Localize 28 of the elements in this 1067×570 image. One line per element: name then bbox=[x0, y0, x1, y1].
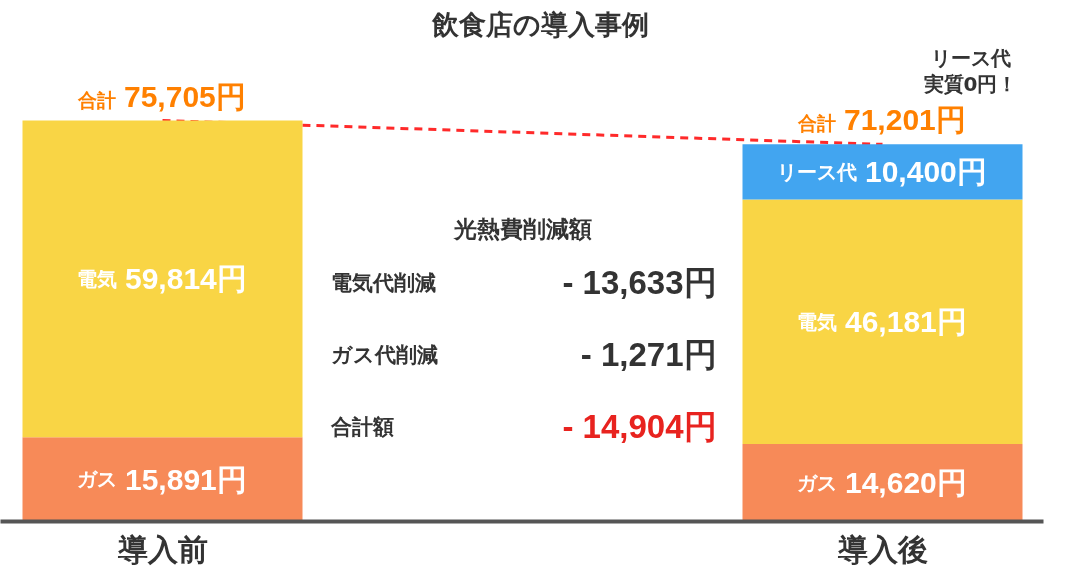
data-label: 14,620円 bbox=[845, 466, 967, 500]
annotation: - 13,633円 bbox=[562, 264, 717, 301]
data-label: 59,814円 bbox=[125, 262, 247, 296]
annotation: 光熱費削減額 bbox=[452, 215, 592, 242]
bar bbox=[742, 444, 1023, 522]
data-label: 46,181円 bbox=[845, 305, 967, 339]
series-label: 電気 bbox=[77, 266, 117, 291]
annotation: - 14,904円 bbox=[562, 408, 717, 445]
data-label: 10,400円 bbox=[865, 155, 987, 189]
annotation: 実質0円！ bbox=[922, 71, 1018, 96]
text: 電気 bbox=[797, 309, 837, 334]
data-label: 15,891円 bbox=[125, 462, 247, 496]
total-label: 合計 75,705円 bbox=[77, 79, 246, 113]
total-label: 合計 71,201円 bbox=[797, 103, 966, 137]
annotation: ガス代削減 bbox=[330, 342, 438, 367]
series-label: リース代 bbox=[777, 159, 857, 184]
series-label: ガス bbox=[797, 470, 837, 495]
annotation: - 1,271円 bbox=[580, 336, 717, 373]
x-tick-label: 導入後 bbox=[836, 531, 928, 567]
x-tick-label: 導入前 bbox=[116, 531, 208, 567]
annotation: 合計額 bbox=[329, 414, 394, 439]
bar bbox=[22, 120, 303, 438]
text: 飲食店の導入事例 bbox=[431, 9, 649, 40]
bar bbox=[22, 437, 303, 522]
text: ガス bbox=[77, 467, 117, 492]
annotation: 電気代削減 bbox=[330, 270, 436, 295]
annotation: リース代 bbox=[930, 45, 1011, 70]
bar bbox=[742, 199, 1023, 445]
